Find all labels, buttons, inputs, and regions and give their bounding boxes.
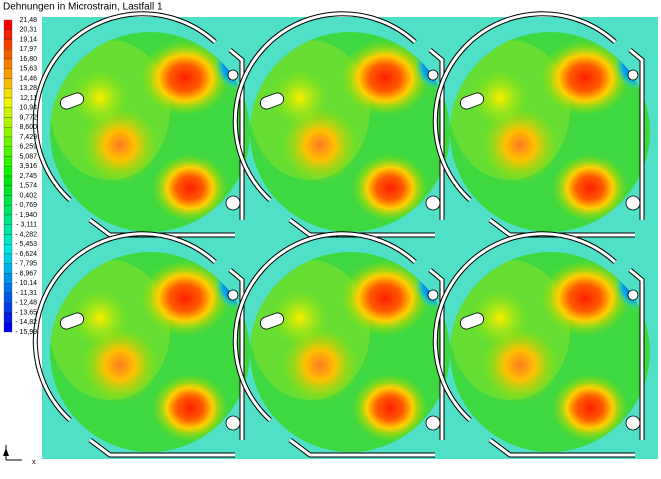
legend-label: - 14,82 (15, 319, 37, 326)
legend-label: 0,402 (19, 192, 37, 199)
legend-swatch (3, 214, 13, 225)
legend-label: 5,087 (19, 153, 37, 160)
legend-swatch (3, 292, 13, 303)
legend-label: 13,28 (19, 85, 37, 92)
legend-label: - 8,967 (15, 270, 37, 277)
legend-swatch (3, 322, 13, 333)
legend-swatch (3, 195, 13, 206)
legend-label: 16,80 (19, 56, 37, 63)
legend-label: - 1,940 (15, 212, 37, 219)
legend-swatch (3, 107, 13, 118)
legend-swatch (3, 244, 13, 255)
legend-swatch (3, 175, 13, 186)
legend-label: 19,14 (19, 36, 37, 43)
legend-swatch (3, 234, 13, 245)
legend-label: 7,429 (19, 134, 37, 141)
axis-label: x (32, 459, 36, 466)
legend-swatch (3, 205, 13, 216)
legend-label: 1,574 (19, 183, 37, 190)
legend-swatch (3, 68, 13, 79)
legend-label: 17,97 (19, 46, 37, 53)
legend-swatch (3, 58, 13, 69)
legend-swatch (3, 283, 13, 294)
legend: 21,48 20,31 19,14 17,97 16,80 15,63 14,46 13,28… (3, 17, 37, 336)
title: Dehnungen in Microstrain, Lastfall 1 (3, 2, 163, 13)
legend-swatch (3, 136, 13, 147)
legend-label: - 0,769 (15, 202, 37, 209)
legend-label: 9,772 (19, 114, 37, 121)
legend-swatch (3, 156, 13, 167)
legend-label: - 3,111 (16, 222, 37, 229)
legend-swatch (3, 312, 13, 323)
legend-swatch (3, 263, 13, 274)
legend-label: - 13,65 (15, 309, 37, 316)
legend-swatch (3, 273, 13, 284)
legend-label: 8,600 (19, 124, 37, 131)
legend-label: 20,31 (19, 27, 37, 34)
legend-label: - 15,99 (15, 329, 37, 336)
legend-label: 12,11 (20, 95, 37, 102)
legend-swatch (3, 97, 13, 108)
legend-label: 21,48 (19, 17, 37, 24)
legend-label: 15,63 (19, 66, 37, 73)
legend-label: 14,46 (19, 75, 37, 82)
legend-label: - 12,48 (15, 300, 37, 307)
legend-swatch (3, 146, 13, 157)
legend-swatch (3, 253, 13, 264)
legend-swatch (3, 185, 13, 196)
legend-swatch (3, 49, 13, 60)
legend-swatch (3, 88, 13, 99)
legend-label: - 5,453 (15, 241, 37, 248)
legend-swatch (3, 224, 13, 235)
legend-label: 3,916 (19, 163, 37, 170)
legend-swatch (3, 166, 13, 177)
legend-label: - 10,14 (15, 280, 37, 287)
legend-swatch (3, 117, 13, 128)
legend-swatch (3, 127, 13, 138)
panels (35, 14, 660, 460)
legend-swatch (3, 39, 13, 50)
legend-swatch (3, 29, 13, 40)
legend-label: - 6,624 (15, 251, 37, 258)
legend-label: - 11,31 (16, 290, 37, 297)
legend-swatch (3, 78, 13, 89)
legend-swatch (3, 19, 13, 30)
legend-label: 10,94 (19, 105, 37, 112)
legend-label: - 7,795 (15, 261, 37, 268)
axis-triad: x (3, 445, 36, 466)
legend-label: - 4,282 (15, 231, 37, 238)
legend-swatch (3, 302, 13, 313)
legend-label: 2,745 (19, 173, 37, 180)
legend-label: 6,259 (19, 144, 37, 151)
